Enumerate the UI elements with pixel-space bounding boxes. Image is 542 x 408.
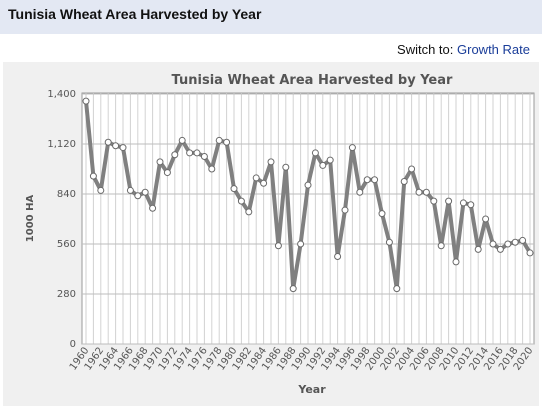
data-point bbox=[341, 206, 349, 214]
line-chart: Tunisia Wheat Area Harvested by Year 0 280… bbox=[25, 73, 535, 396]
data-point bbox=[504, 240, 512, 248]
data-point bbox=[452, 258, 460, 266]
data-point bbox=[215, 136, 223, 144]
data-point bbox=[408, 165, 416, 173]
data-point bbox=[511, 238, 519, 246]
data-point bbox=[274, 242, 282, 250]
data-point bbox=[393, 285, 401, 293]
data-point bbox=[193, 149, 201, 157]
data-point bbox=[208, 165, 216, 173]
data-point bbox=[371, 176, 379, 184]
switch-label: Switch to: bbox=[397, 42, 454, 57]
data-point bbox=[245, 208, 253, 216]
data-point bbox=[141, 188, 149, 196]
data-point bbox=[467, 201, 475, 209]
y-tick-label: 1,400 bbox=[47, 89, 76, 100]
data-point bbox=[156, 158, 164, 166]
chart-title: Tunisia Wheat Area Harvested by Year bbox=[172, 73, 453, 88]
data-point bbox=[519, 236, 527, 244]
data-point bbox=[474, 245, 482, 253]
data-point bbox=[163, 169, 171, 177]
data-point bbox=[252, 174, 260, 182]
data-point bbox=[104, 138, 112, 146]
y-tick-label: 1,120 bbox=[47, 139, 76, 150]
data-point bbox=[237, 197, 245, 205]
data-point bbox=[297, 240, 305, 248]
data-point bbox=[526, 249, 534, 257]
data-point bbox=[489, 240, 497, 248]
data-point bbox=[334, 253, 342, 260]
y-tick-label: 840 bbox=[57, 189, 76, 200]
title-bar: Tunisia Wheat Area Harvested by Year bbox=[0, 0, 542, 34]
growth-rate-link[interactable]: Growth Rate bbox=[457, 42, 530, 57]
page-title: Tunisia Wheat Area Harvested by Year bbox=[8, 6, 262, 22]
data-point bbox=[304, 181, 312, 189]
data-point bbox=[326, 156, 334, 164]
data-point bbox=[89, 172, 97, 180]
data-point bbox=[348, 144, 356, 152]
data-point bbox=[126, 186, 134, 194]
data-point bbox=[445, 197, 453, 205]
y-tick-label: 560 bbox=[57, 239, 76, 250]
data-point bbox=[482, 215, 490, 223]
data-point bbox=[112, 142, 120, 150]
data-point bbox=[430, 197, 438, 205]
data-point bbox=[385, 238, 393, 246]
y-tick-label: 280 bbox=[57, 289, 76, 300]
data-point bbox=[178, 136, 186, 144]
data-point bbox=[230, 185, 238, 193]
y-tick-label: 0 bbox=[70, 339, 76, 350]
data-point bbox=[363, 176, 371, 184]
data-point bbox=[496, 245, 504, 253]
y-axis-label: 1000 HA bbox=[25, 195, 36, 243]
data-point bbox=[134, 192, 142, 200]
data-point bbox=[200, 153, 208, 160]
x-axis-label: Year bbox=[297, 383, 326, 396]
switch-row: Switch to: Growth Rate bbox=[397, 42, 530, 57]
data-point bbox=[260, 179, 268, 187]
data-point bbox=[119, 144, 127, 152]
data-point bbox=[459, 199, 467, 207]
data-point bbox=[400, 178, 408, 185]
data-point bbox=[97, 186, 105, 194]
data-point bbox=[186, 149, 194, 157]
data-point bbox=[289, 285, 297, 293]
data-point bbox=[378, 210, 386, 218]
data-point bbox=[171, 151, 179, 159]
data-point bbox=[311, 149, 319, 157]
data-point bbox=[282, 163, 290, 171]
chart-panel: Tunisia Wheat Area Harvested by Year 0 280… bbox=[3, 62, 539, 406]
data-point bbox=[356, 188, 364, 196]
data-point bbox=[82, 97, 90, 105]
data-point bbox=[437, 242, 445, 250]
data-point bbox=[149, 204, 157, 212]
data-point bbox=[319, 161, 327, 169]
data-point bbox=[415, 188, 423, 196]
data-point bbox=[223, 138, 231, 146]
data-point bbox=[267, 158, 275, 166]
data-point bbox=[422, 188, 430, 196]
